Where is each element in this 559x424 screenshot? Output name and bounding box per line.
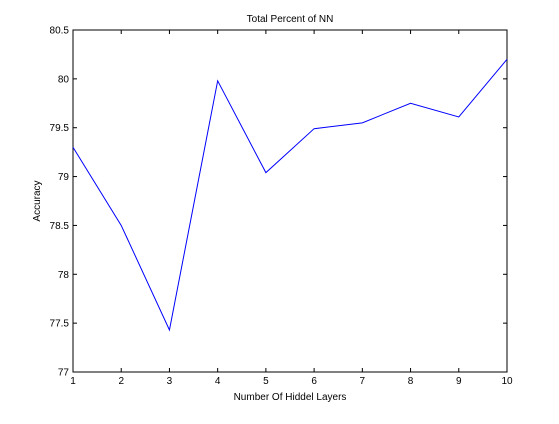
x-tick-label: 10 <box>501 376 513 387</box>
y-tick-label: 77.5 <box>50 319 70 330</box>
y-tick-label: 77 <box>58 368 70 379</box>
x-tick-label: 6 <box>311 376 317 387</box>
y-axis-label: Accuracy <box>32 180 43 221</box>
y-tick-label: 80 <box>58 74 70 85</box>
tick-marks <box>72 29 508 373</box>
series-line <box>72 58 508 332</box>
x-tick-label: 7 <box>360 376 366 387</box>
x-tick-label: 8 <box>408 376 414 387</box>
x-tick-label: 1 <box>70 376 76 387</box>
plot-area <box>72 29 508 373</box>
x-axis-label: Number Of Hiddel Layers <box>234 392 347 403</box>
series-layer <box>72 58 508 332</box>
x-tick-label: 2 <box>118 376 124 387</box>
x-tick-label: 4 <box>215 376 221 387</box>
y-tick-label: 78 <box>58 270 70 281</box>
chart-title: Total Percent of NN <box>247 14 334 25</box>
y-tick-label: 79.5 <box>50 123 70 134</box>
y-tick-label: 79 <box>58 172 70 183</box>
y-tick-label: 78.5 <box>50 221 70 232</box>
x-tick-label: 5 <box>263 376 269 387</box>
y-tick-label: 80.5 <box>50 26 70 37</box>
x-tick-label: 3 <box>167 376 173 387</box>
x-tick-label: 9 <box>456 376 462 387</box>
